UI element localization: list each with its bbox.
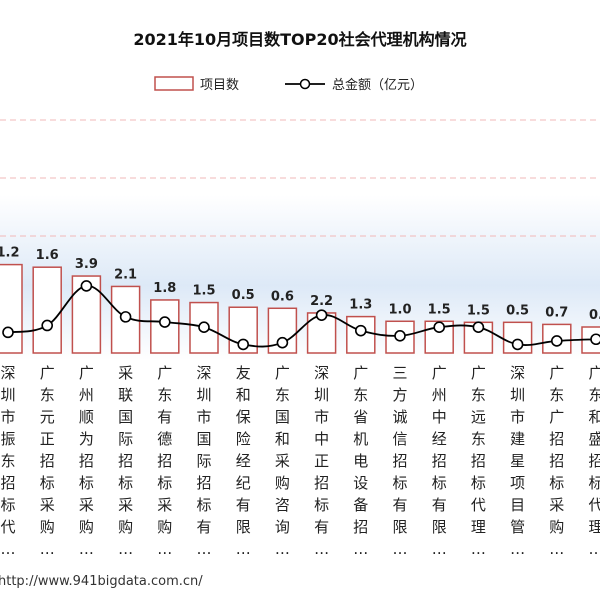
amount-marker (198, 321, 210, 334)
category-label: 广东广招招标采购… (549, 364, 564, 558)
project-count-bar (0, 263, 23, 354)
amount-marker (433, 321, 446, 334)
amount-data-label: 1.5 (467, 303, 490, 318)
category-labels: 深圳市振东招标代… 广东元正招标采购… 广州顺为招标采购… 采联国际招标采购… 广东有德… (0, 364, 600, 558)
gridlines (0, 119, 600, 237)
legend: 项目数 总金额（亿元） (154, 76, 423, 93)
amount-marker (394, 329, 406, 342)
amount-data-label: 1.2 (0, 246, 20, 261)
amount-data-label: 0. (589, 308, 600, 323)
legend-line-marker (299, 78, 311, 90)
category-label: 广州顺为招标采购… (79, 364, 94, 558)
data-labels: 1.2 1.6 3.9 2.1 1.8 1.5 0.5 0.6 2.2 1.3 1.0 1.5 1.5 0… (0, 246, 600, 323)
category-label: 深圳市国际招标有… (196, 364, 211, 558)
category-label: 广东和盛招标代理… (588, 364, 600, 558)
category-label: 广东国和采购咨询… (275, 364, 290, 558)
category-label: 三方诚信招标有限… (392, 364, 407, 558)
amount-marker (472, 321, 485, 334)
amount-marker (550, 335, 563, 347)
amount-marker (276, 336, 289, 349)
amount-data-label: 1.3 (349, 298, 372, 313)
amount-line (7, 285, 597, 348)
project-count-bar (32, 266, 62, 354)
amount-marker (511, 338, 524, 351)
amount-marker (315, 309, 328, 321)
category-label: 广州中经招标有限… (432, 364, 447, 558)
amount-data-label: 1.5 (428, 302, 451, 317)
category-label: 深圳市振东招标代… (0, 364, 15, 558)
category-label: 深圳市建星项目管… (510, 364, 525, 558)
amount-marker (41, 319, 54, 332)
amount-data-label: 0.7 (545, 305, 568, 320)
amount-marker (2, 326, 14, 339)
amount-marker (354, 324, 367, 337)
amount-marker (80, 280, 93, 292)
legend-bar-label: 项目数 (200, 78, 239, 93)
category-label: 广东远东招标代理… (471, 364, 486, 558)
amount-data-label: 2.1 (114, 267, 137, 282)
legend-bar-swatch (154, 76, 194, 91)
chart-title: 2021年10月项目数TOP20社会代理机构情况 (133, 30, 466, 49)
line-markers (2, 280, 600, 351)
category-label: 广东有德招标采购… (157, 364, 172, 558)
amount-data-label: 1.0 (388, 302, 411, 317)
amount-data-label: 3.9 (75, 257, 98, 272)
amount-data-label: 1.8 (153, 281, 176, 296)
amount-data-label: 1.5 (192, 284, 215, 299)
source-url: http://www.941bigdata.com.cn/ (0, 574, 203, 589)
amount-data-label: 2.2 (310, 294, 333, 309)
amount-data-label: 0.6 (271, 289, 294, 304)
category-label: 广东元正招标采购… (40, 364, 55, 558)
amount-data-label: 1.6 (36, 248, 59, 263)
legend-line-label: 总金额（亿元） (332, 77, 423, 93)
category-label: 深圳市中正招标有… (314, 364, 329, 558)
category-label: 采联国际招标采购… (118, 364, 133, 558)
amount-marker (590, 333, 600, 346)
bars (0, 263, 600, 354)
category-label: 友和保险经纪有限… (236, 364, 251, 558)
amount-data-label: 0.5 (232, 288, 255, 303)
amount-marker (119, 311, 132, 323)
amount-marker (237, 338, 249, 351)
category-label: 广东省机电设备招… (353, 364, 368, 558)
amount-marker (159, 316, 171, 328)
amount-data-label: 0.5 (506, 303, 529, 318)
project-count-bar (542, 323, 572, 354)
